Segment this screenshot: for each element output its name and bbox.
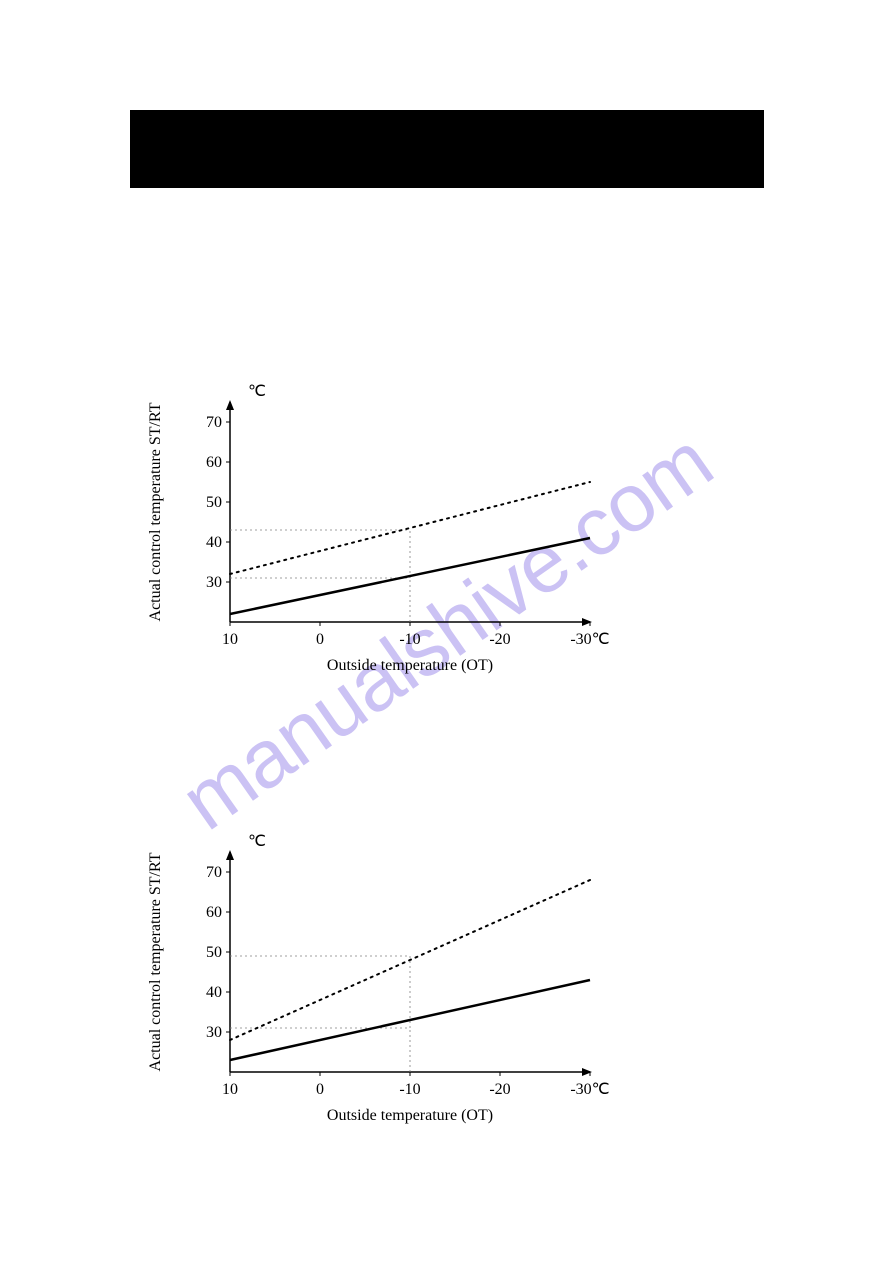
svg-text:60: 60 xyxy=(206,454,222,471)
svg-text:60: 60 xyxy=(206,904,222,921)
svg-text:-30℃: -30℃ xyxy=(570,1081,609,1098)
svg-text:Actual control temperature ST/: Actual control temperature ST/RT xyxy=(147,852,164,1071)
svg-text:-10: -10 xyxy=(399,631,420,648)
chart-1: ℃ 30 40 50 60 70 10 0 -10 -20 -30℃ Outside temperat… xyxy=(130,372,650,697)
svg-text:10: 10 xyxy=(222,631,238,648)
svg-text:℃: ℃ xyxy=(248,383,266,400)
chart-2-svg: ℃ 30 40 50 60 70 10 0 -10 -20 -30℃ Outside temperat… xyxy=(130,822,650,1147)
svg-text:Actual control temperature ST/: Actual control temperature ST/RT xyxy=(147,402,164,621)
chart-1-svg: ℃ 30 40 50 60 70 10 0 -10 -20 -30℃ Outside temperat… xyxy=(130,372,650,697)
svg-text:-10: -10 xyxy=(399,1081,420,1098)
svg-text:70: 70 xyxy=(206,414,222,431)
svg-text:Outside temperature (OT): Outside temperature (OT) xyxy=(327,1107,493,1124)
svg-text:-20: -20 xyxy=(489,631,510,648)
svg-text:℃: ℃ xyxy=(248,833,266,850)
svg-text:10: 10 xyxy=(222,1081,238,1098)
document-page: manualshive.com ℃3040506070100-10-20-30℃… xyxy=(0,0,893,1263)
header-black-bar xyxy=(130,110,764,188)
svg-text:Outside temperature (OT): Outside temperature (OT) xyxy=(327,657,493,674)
svg-text:0: 0 xyxy=(316,631,324,648)
svg-text:40: 40 xyxy=(206,534,222,551)
svg-text:30: 30 xyxy=(206,1024,222,1041)
svg-text:-30℃: -30℃ xyxy=(570,631,609,648)
svg-text:50: 50 xyxy=(206,944,222,961)
svg-text:0: 0 xyxy=(316,1081,324,1098)
svg-text:-20: -20 xyxy=(489,1081,510,1098)
svg-text:50: 50 xyxy=(206,494,222,511)
chart-2: ℃ 30 40 50 60 70 10 0 -10 -20 -30℃ Outside temperat… xyxy=(130,822,650,1147)
svg-text:70: 70 xyxy=(206,864,222,881)
svg-text:30: 30 xyxy=(206,574,222,591)
svg-text:40: 40 xyxy=(206,984,222,1001)
